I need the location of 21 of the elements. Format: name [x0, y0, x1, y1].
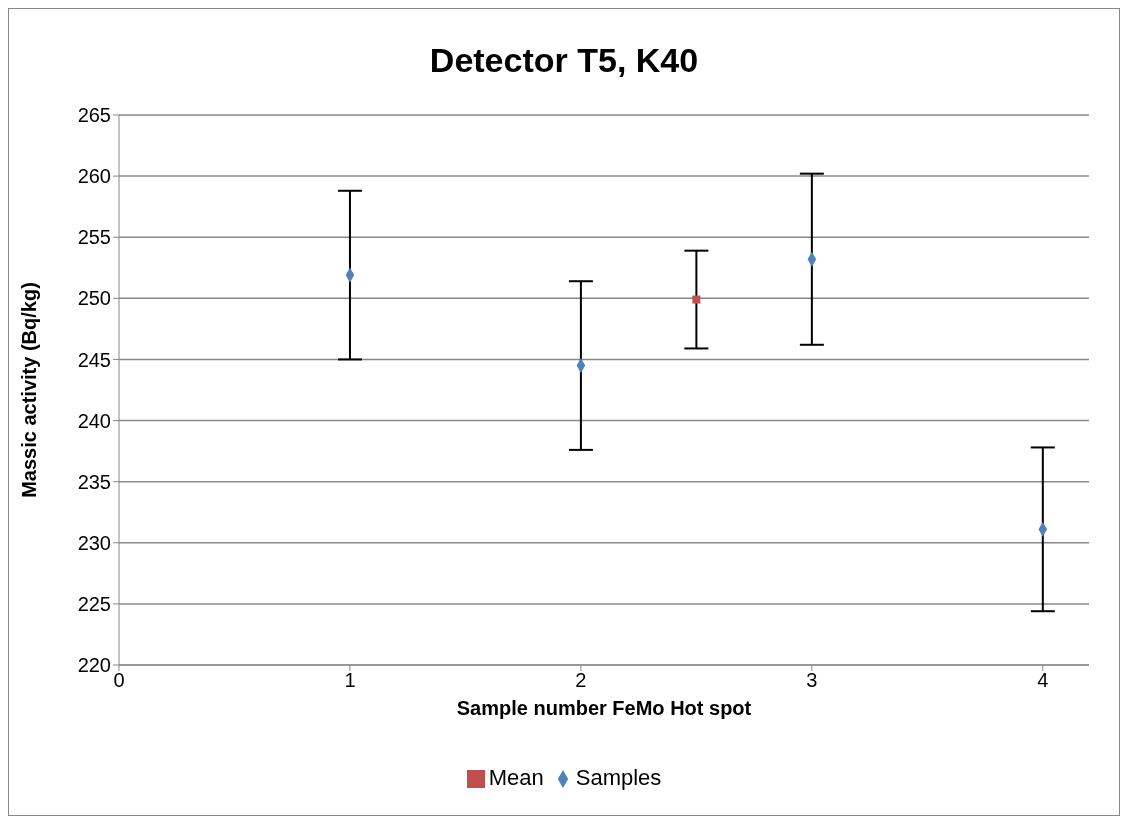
legend-label: Samples — [575, 765, 662, 790]
y-tick-label: 230 — [77, 531, 111, 554]
y-tick-label: 220 — [77, 654, 111, 677]
y-axis-title: Massic activity (Bq/kg) — [18, 282, 41, 498]
chart-title: Detector T5, K40 — [428, 41, 700, 81]
y-tick-label: 255 — [77, 226, 111, 249]
y-tick-label: 240 — [77, 409, 111, 432]
y-tick-label: 250 — [77, 287, 111, 310]
x-tick-label: 4 — [1037, 669, 1049, 692]
y-tick-label: 225 — [77, 592, 111, 615]
x-tick-label: 0 — [113, 669, 125, 692]
x-tick-label: 1 — [344, 669, 356, 692]
point — [692, 295, 701, 304]
y-tick-label: 260 — [77, 165, 111, 188]
y-tick-label: 265 — [77, 104, 111, 127]
x-tick-label: 3 — [806, 669, 818, 692]
legend-label: Mean — [488, 765, 544, 790]
y-tick-label: 245 — [77, 348, 111, 371]
x-axis-title: Sample number FeMo Hot spot — [456, 697, 752, 719]
y-tick-label: 235 — [77, 470, 111, 493]
x-tick-label: 2 — [575, 669, 587, 692]
